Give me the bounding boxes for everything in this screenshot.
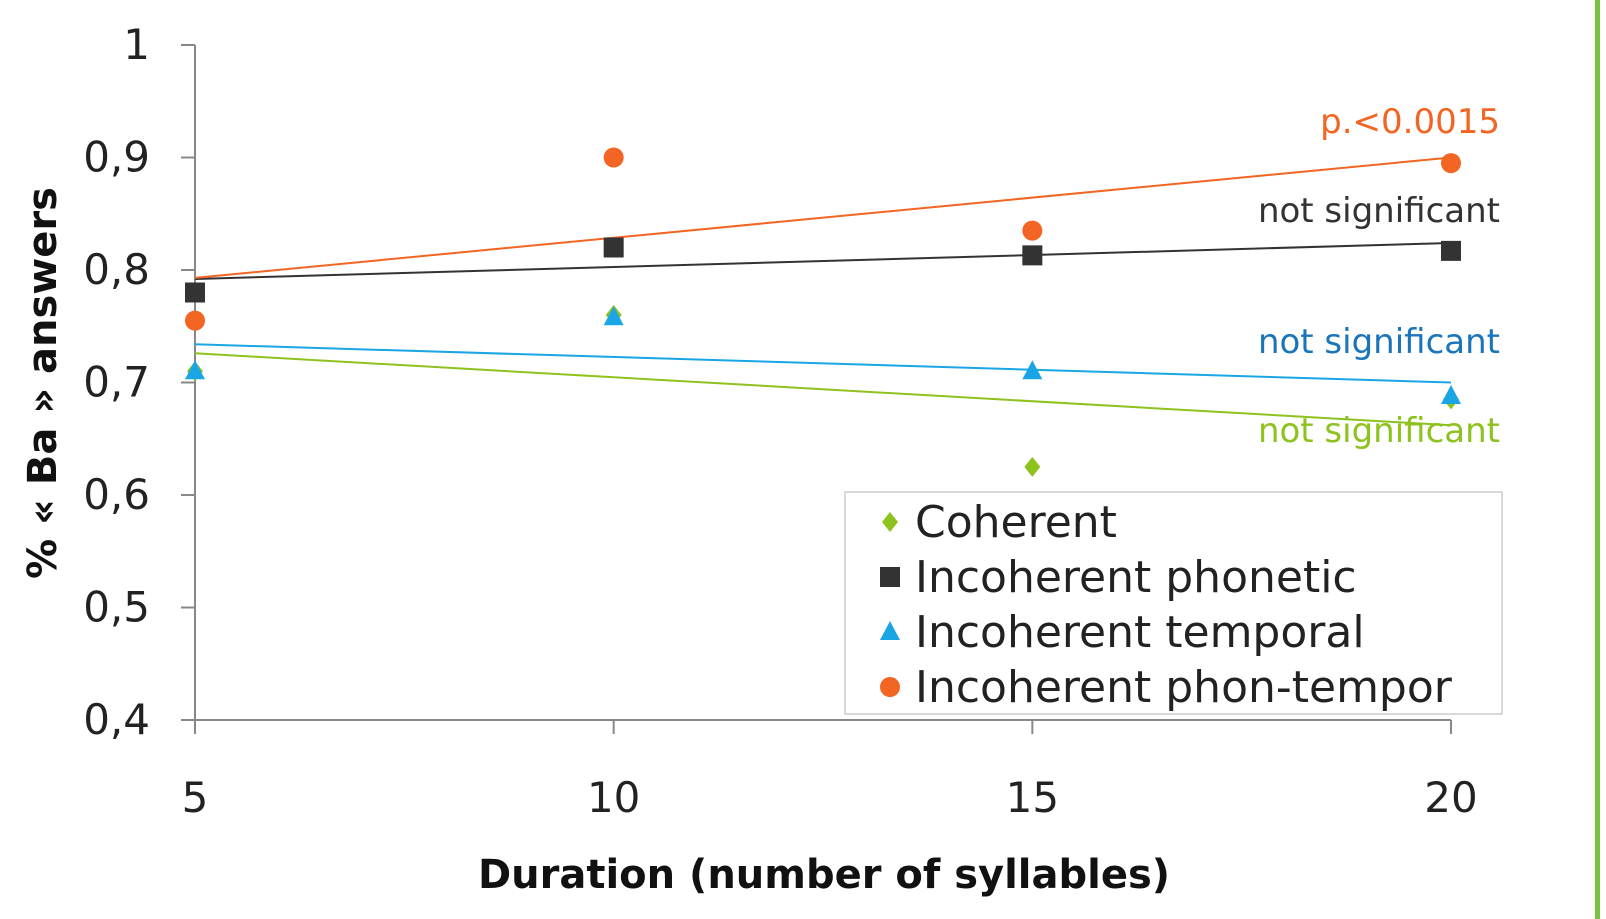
x-tick-label: 5 — [182, 773, 209, 822]
x-tick-label: 15 — [1006, 773, 1059, 822]
annotation-incoherent-phon-tempor: p.<0.0015 — [1320, 102, 1500, 142]
x-tick-label: 20 — [1424, 773, 1477, 822]
legend-marker-incoherent-temporal — [880, 621, 900, 640]
legend-label-coherent: Coherent — [915, 497, 1117, 548]
trendline-incoherent-temporal — [194, 343, 1452, 384]
point-incoherent-phonetic — [185, 282, 205, 303]
y-axis-title: % « Ba » answers — [20, 187, 66, 579]
point-incoherent-phon-tempor — [185, 310, 205, 331]
x-tick-label: 10 — [587, 773, 640, 822]
axes: 0,40,50,60,70,80,915 10 15 20 — [83, 20, 1478, 822]
legend-box — [844, 491, 1503, 715]
data-points — [185, 147, 1461, 477]
trendline-coherent — [194, 352, 1452, 427]
x-axis-title: Duration (number of syllables) — [478, 852, 1170, 898]
y-tick-label: 0,7 — [83, 358, 150, 407]
legend-label-incoherent-phon-tempor: Incoherent phon-tempor — [915, 662, 1453, 713]
point-incoherent-temporal — [603, 306, 624, 326]
y-tick-label: 1 — [123, 20, 150, 69]
y-tick-label: 0,9 — [83, 133, 150, 182]
point-incoherent-phon-tempor — [1441, 153, 1461, 174]
y-tick-label: 0,4 — [83, 695, 150, 744]
trendline-incoherent-phonetic — [194, 242, 1452, 280]
point-incoherent-temporal — [185, 360, 205, 380]
point-incoherent-phon-tempor — [603, 147, 624, 168]
legend-marker-incoherent-phonetic — [880, 567, 900, 587]
annotation-incoherent-phonetic: not significant — [1258, 191, 1500, 231]
point-incoherent-temporal — [1441, 385, 1461, 404]
point-incoherent-phonetic — [603, 237, 624, 258]
legend-label-incoherent-phonetic: Incoherent phonetic — [915, 552, 1357, 603]
point-incoherent-temporal — [1022, 360, 1043, 380]
y-tick-label: 0,5 — [83, 583, 150, 632]
trendline-incoherent-phon-tempor — [194, 156, 1452, 279]
point-incoherent-phonetic — [1441, 240, 1461, 261]
point-coherent — [1024, 456, 1041, 477]
legend-marker-coherent — [882, 512, 898, 532]
legend-label-incoherent-temporal: Incoherent temporal — [915, 607, 1365, 658]
y-tick-label: 0,8 — [83, 245, 150, 294]
y-tick-label: 0,6 — [83, 470, 150, 519]
trendlines — [194, 156, 1452, 427]
legend-marker-incoherent-phon-tempor — [880, 677, 900, 697]
right-edge-accent-bar — [1595, 0, 1600, 919]
significance-annotations: not significant not significant not signif… — [1258, 102, 1500, 451]
point-incoherent-phonetic — [1022, 245, 1043, 266]
point-incoherent-phon-tempor — [1022, 220, 1043, 241]
scatter-chart: 0,40,50,60,70,80,915 10 15 20 not significa… — [20, 20, 1503, 898]
annotation-incoherent-temporal: not significant — [1258, 322, 1500, 362]
annotation-coherent: not significant — [1258, 411, 1500, 451]
